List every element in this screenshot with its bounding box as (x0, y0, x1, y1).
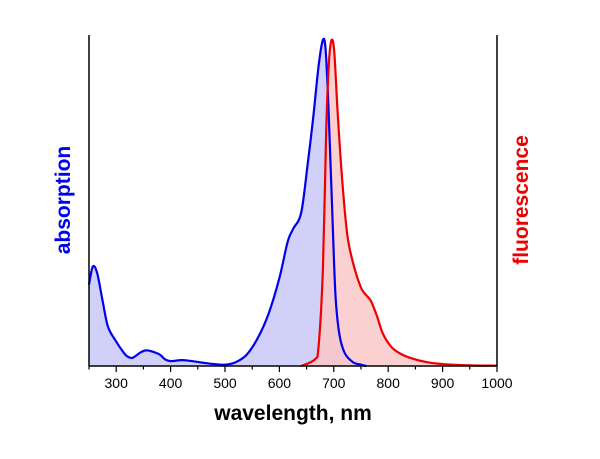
x-ticks: 300 400 500 600 700 800 900 1000 (88, 366, 513, 391)
right-axis-title: fluorescence (510, 135, 533, 265)
left-axis-title: absorption (52, 146, 75, 255)
x-tick-label: 300 (105, 375, 129, 391)
x-tick-label: 1000 (481, 375, 512, 391)
series-fluorescence-area (301, 39, 497, 367)
x-tick-label: 800 (377, 375, 401, 391)
x-tick-label: 600 (268, 375, 292, 391)
axes (88, 35, 498, 367)
x-tick-label: 500 (213, 375, 237, 391)
series-absorption-area (89, 38, 367, 367)
x-axis-title: wavelength, nm (213, 402, 372, 425)
series-fills (89, 38, 497, 367)
x-tick-label: 400 (159, 375, 183, 391)
series-lines (87, 37, 498, 368)
x-tick-label: 900 (431, 375, 455, 391)
series-absorption-line (87, 37, 367, 368)
x-tick-label: 700 (322, 375, 346, 391)
series-fluorescence-line (300, 38, 498, 368)
